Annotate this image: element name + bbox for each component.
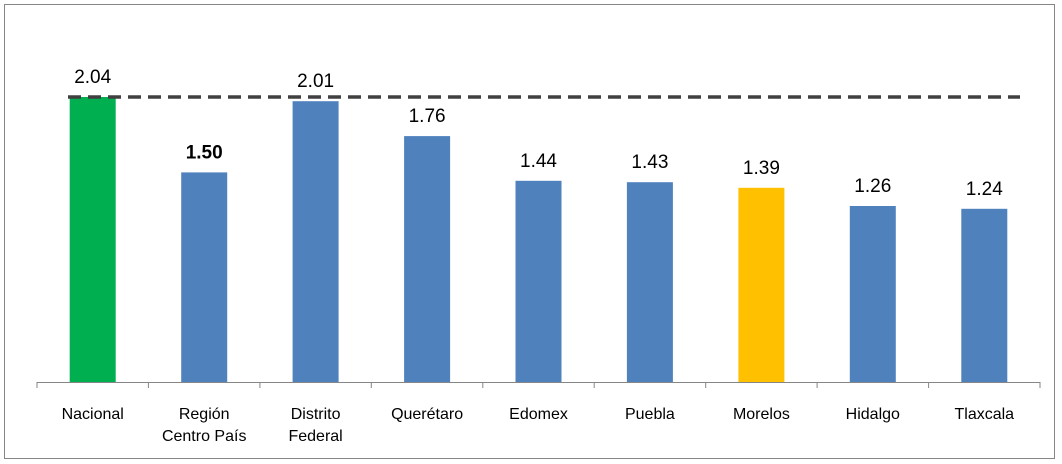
value-label-tlaxcala: 1.24 [966, 179, 1003, 200]
tick-label-line: Morelos [733, 406, 790, 423]
tick-label-queretaro: Querétaro [391, 406, 463, 423]
tick-label-line: Puebla [625, 406, 675, 423]
bar-edomex [515, 180, 562, 382]
bar-chart: 2.04 1.50 2.01 1.76 1.44 1.43 1.39 1.26 1.24 Nac… [36, 67, 1041, 445]
tick-label-morelos: Morelos [733, 406, 790, 423]
value-label-nacional: 2.04 [74, 67, 111, 88]
bar-queretaro [404, 136, 451, 382]
bar-puebla [626, 182, 673, 382]
tick-label-line: Edomex [509, 406, 568, 423]
bar-nacional [69, 97, 116, 382]
bars-group [69, 97, 1008, 382]
tick-label-puebla: Puebla [625, 406, 675, 423]
value-label-queretaro: 1.76 [409, 106, 446, 127]
chart-frame: 2.04 1.50 2.01 1.76 1.44 1.43 1.39 1.26 1.24 Nac… [4, 4, 1055, 459]
tick-label-line: Federal [288, 428, 342, 445]
bar-region-centro-pais [181, 172, 228, 382]
x-axis [36, 382, 1041, 388]
tick-label-line: Región [179, 406, 230, 423]
bar-distrito-federal [292, 101, 339, 382]
tick-label-line: Centro País [162, 428, 246, 445]
tick-label-nacional: Nacional [62, 406, 124, 423]
value-label-region-centro-pais: 1.50 [186, 142, 223, 163]
tick-label-hidalgo: Hidalgo [846, 406, 900, 423]
tick-label-line: Hidalgo [846, 406, 900, 423]
tick-label-line: Nacional [62, 406, 124, 423]
value-label-hidalgo: 1.26 [854, 176, 891, 197]
value-label-morelos: 1.39 [743, 158, 780, 179]
tick-label-line: Querétaro [391, 406, 463, 423]
tick-label-region-centro-pais: Región Centro País [162, 406, 246, 445]
tick-label-edomex: Edomex [509, 406, 568, 423]
value-labels-group: 2.04 1.50 2.01 1.76 1.44 1.43 1.39 1.26 1.24 [74, 67, 1003, 200]
tick-label-distrito-federal: Distrito Federal [288, 406, 342, 445]
tick-label-line: Tlaxcala [955, 406, 1015, 423]
value-label-edomex: 1.44 [520, 151, 557, 172]
tick-label-line: Distrito [291, 406, 341, 423]
tick-labels-group: Nacional Región Centro País Distrito Federal… [62, 406, 1015, 445]
tick-label-tlaxcala: Tlaxcala [955, 406, 1015, 423]
bar-morelos [738, 187, 785, 382]
value-label-puebla: 1.43 [631, 152, 668, 173]
bar-tlaxcala [961, 208, 1008, 382]
bar-hidalgo [849, 206, 896, 382]
value-label-distrito-federal: 2.01 [297, 71, 334, 92]
